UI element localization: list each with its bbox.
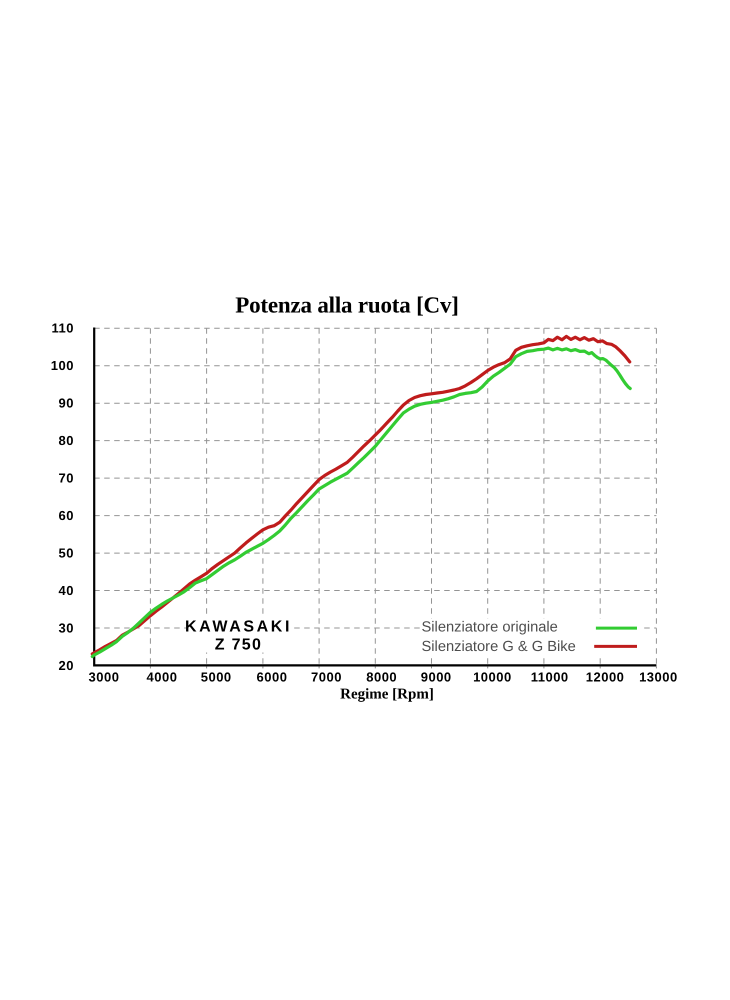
svg-text:50: 50 (59, 546, 74, 561)
svg-text:Regime [Rpm]: Regime [Rpm] (340, 686, 434, 702)
svg-text:13000: 13000 (639, 669, 678, 684)
svg-text:5000: 5000 (201, 669, 232, 684)
svg-text:7000: 7000 (311, 669, 342, 684)
svg-text:100: 100 (51, 358, 74, 373)
svg-text:70: 70 (59, 471, 74, 486)
svg-text:3000: 3000 (89, 669, 120, 684)
svg-text:4000: 4000 (147, 669, 178, 684)
svg-text:Potenza alla ruota [Cv]: Potenza alla ruota [Cv] (235, 292, 458, 317)
svg-text:12000: 12000 (586, 669, 625, 684)
svg-text:Silenziatore G & G Bike: Silenziatore G & G Bike (422, 639, 576, 655)
svg-text:6000: 6000 (257, 669, 288, 684)
svg-text:90: 90 (59, 396, 74, 411)
svg-text:20: 20 (59, 658, 74, 673)
svg-text:Silenziatore originale: Silenziatore originale (422, 620, 558, 636)
svg-text:Z 750: Z 750 (215, 637, 262, 654)
svg-text:60: 60 (59, 508, 74, 523)
svg-text:11000: 11000 (531, 669, 569, 684)
svg-text:80: 80 (59, 433, 74, 448)
svg-text:9000: 9000 (421, 669, 452, 684)
svg-text:10000: 10000 (473, 669, 512, 684)
svg-text:40: 40 (59, 583, 74, 598)
svg-text:KAWASAKI: KAWASAKI (185, 619, 292, 636)
svg-text:8000: 8000 (366, 669, 397, 684)
svg-text:30: 30 (59, 621, 74, 636)
svg-text:110: 110 (52, 321, 74, 336)
